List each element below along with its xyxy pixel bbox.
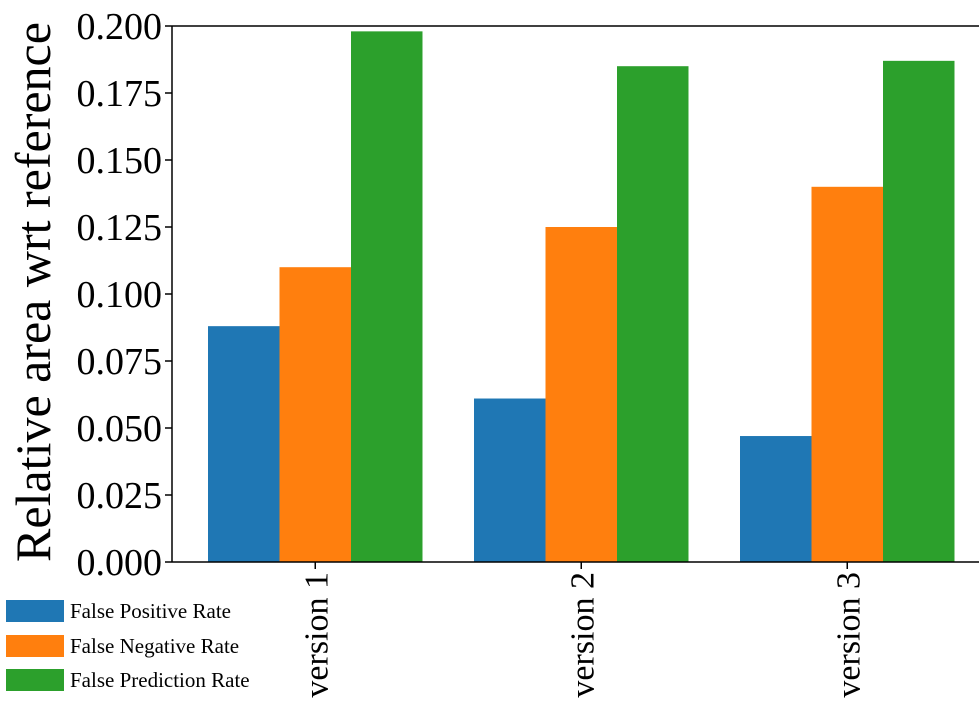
bar-false-positive-rate-1 [208, 326, 280, 562]
bar-false-negative-rate-1 [279, 267, 351, 562]
y-tick-label: 0.000 [77, 542, 163, 584]
y-tick-label: 0.025 [77, 475, 163, 517]
legend-label-3: False Prediction Rate [70, 668, 250, 692]
bar-false-prediction-rate-1 [351, 31, 423, 563]
bar-false-positive-rate-3 [740, 436, 812, 562]
legend-swatch-3 [6, 669, 64, 691]
y-tick-label: 0.150 [77, 140, 163, 182]
legend-swatch-1 [6, 600, 64, 622]
y-tick-label: 0.050 [77, 408, 163, 450]
legend-swatch-2 [6, 635, 64, 657]
legend-label-1: False Positive Rate [70, 599, 231, 623]
bars-layer [208, 31, 955, 563]
bar-false-negative-rate-3 [811, 186, 883, 563]
x-ticks: version 1 version 2 version 3 [298, 562, 867, 698]
bar-false-prediction-rate-2 [617, 66, 689, 562]
bar-false-positive-rate-2 [474, 398, 546, 562]
legend: False Positive Rate False Negative Rate Fa… [6, 599, 250, 692]
y-axis-label: Relative area wrt reference [5, 22, 61, 562]
bar-false-prediction-rate-3 [883, 60, 955, 563]
x-tick-label: version 1 [298, 572, 335, 698]
y-tick-label: 0.175 [77, 73, 163, 115]
y-tick-label: 0.200 [77, 6, 163, 48]
x-tick-label: version 3 [830, 572, 867, 698]
bar-false-negative-rate-2 [545, 227, 617, 562]
legend-label-2: False Negative Rate [70, 634, 239, 658]
y-tick-label: 0.125 [77, 207, 163, 249]
x-tick-label: version 2 [564, 572, 601, 698]
y-tick-label: 0.100 [77, 274, 163, 316]
y-ticks: 0.000 0.025 0.050 0.075 0.100 0.125 0.150 0.175… [77, 6, 172, 584]
y-tick-label: 0.075 [77, 341, 163, 383]
